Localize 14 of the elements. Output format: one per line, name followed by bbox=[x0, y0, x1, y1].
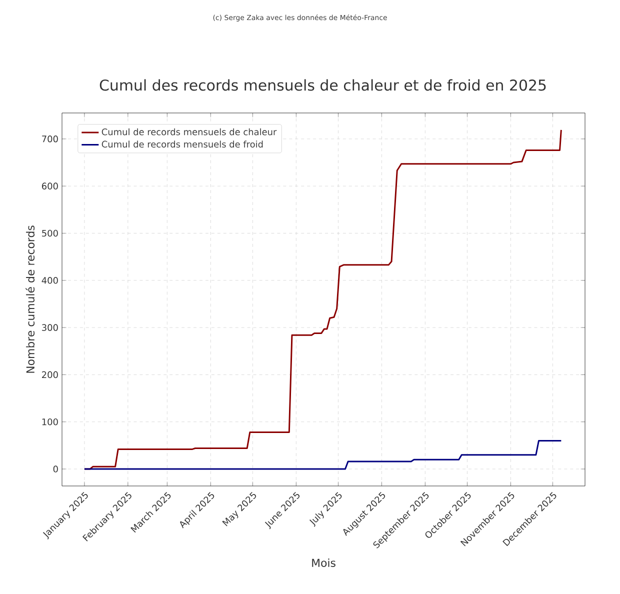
legend-label: Cumul de records mensuels de froid bbox=[102, 140, 263, 148]
legend-label: Cumul de records mensuels de chaleur bbox=[102, 128, 277, 136]
y-tick-label: 500 bbox=[42, 230, 58, 237]
y-tick-label: 700 bbox=[42, 136, 58, 142]
y-tick-label: 200 bbox=[42, 371, 58, 378]
y-tick-label: 600 bbox=[42, 182, 58, 190]
chart-title: Cumul des records mensuels de chaleur et de froid en 2025 bbox=[100, 79, 546, 91]
y-tick-label: 300 bbox=[42, 324, 58, 331]
y-axis-title: Nombre cumulé de records bbox=[26, 226, 35, 373]
y-tick-label: 0 bbox=[53, 466, 58, 472]
line-series bbox=[84, 440, 562, 470]
y-tick-label: 100 bbox=[42, 418, 58, 426]
x-axis-title: Mois bbox=[312, 558, 336, 567]
y-tick-label: 400 bbox=[42, 276, 58, 284]
